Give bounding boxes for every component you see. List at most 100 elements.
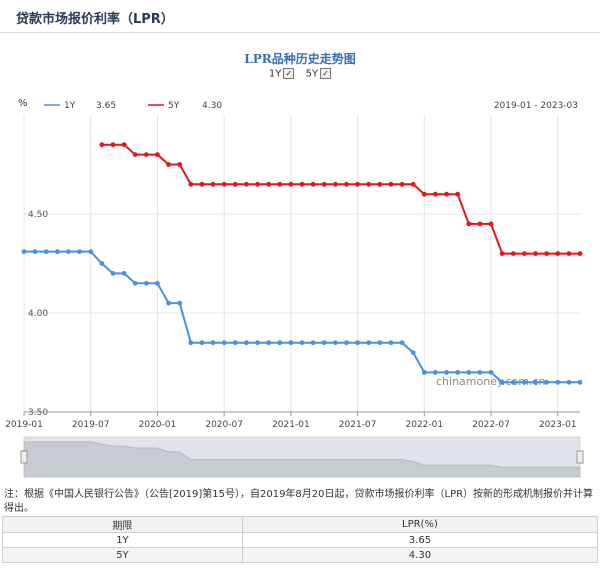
series-5y-point: [232, 181, 238, 187]
series-1y-point: [66, 249, 71, 255]
series-5y-point: [244, 181, 249, 187]
toggle-1y[interactable]: 1Y ✓: [269, 68, 295, 80]
series-1y-point: [32, 249, 38, 255]
series-1y-point: [577, 379, 583, 385]
series-1y-point: [143, 280, 149, 286]
series-1y-point: [210, 340, 216, 346]
slider-selection[interactable]: [24, 437, 580, 477]
series-5y-point: [421, 191, 427, 197]
series-5y-point: [110, 142, 116, 148]
title-divider: [0, 32, 600, 33]
series-1y-point: [366, 340, 372, 346]
series-1y-point: [433, 370, 438, 375]
series-5y-point: [533, 251, 538, 256]
table-header-term: 期限: [2, 516, 243, 533]
series-5y-point: [310, 181, 316, 187]
series-5y-point: [566, 251, 572, 256]
series-5y-point: [355, 181, 360, 187]
series-1y-point: [421, 370, 427, 375]
series-1y-point: [299, 340, 305, 346]
x-tick-label: 2020-01: [139, 420, 177, 430]
watermark-text: chinamoney.com.cn: [436, 375, 545, 388]
slider-right-handle[interactable]: [576, 450, 584, 464]
series-5y-point: [288, 181, 294, 187]
table-cell-rate: 3.65: [241, 532, 599, 548]
series-1y-point: [522, 379, 527, 385]
series-5y-point: [399, 181, 405, 187]
lpr-line-chart: % 1Y 3.65 5Y 4.30 2019-01 - 2023-03 chin…: [5, 98, 584, 478]
series-5y-point: [388, 181, 394, 187]
series-5y-point: [210, 181, 216, 187]
series-5y-point: [121, 142, 127, 148]
series-5y-point: [410, 181, 416, 187]
series-1y-point: [43, 249, 49, 255]
series-1y-point: [177, 300, 183, 306]
series-1y-point: [288, 340, 294, 346]
series-5y-point: [555, 251, 561, 256]
y-tick-label: 4.00: [28, 309, 48, 319]
grid-lines: [23, 115, 580, 413]
series-5y-point: [477, 221, 483, 227]
series-1y-point: [488, 370, 494, 375]
series-1y-point: [266, 340, 271, 346]
legend-5y-label: 5Y: [168, 101, 180, 111]
series-5y-point: [266, 181, 271, 187]
slider-left-handle[interactable]: [20, 450, 28, 464]
page-title: 贷款市场报价利率（LPR）: [16, 12, 174, 27]
series-5y-point: [255, 181, 260, 187]
x-tick-label: 2020-07: [205, 420, 243, 430]
x-tick-label: 2019-01: [5, 420, 43, 430]
series-1y-point: [477, 370, 483, 375]
axes: 3.50 4.00 4.50 2019-01 2019-07 2020-01 2020-07…: [5, 210, 580, 430]
series-1y-point: [344, 340, 349, 346]
table-row: 1Y 3.65: [2, 532, 599, 548]
series-5y-point: [221, 181, 227, 187]
series-5y-point: [333, 181, 338, 187]
series-5y-point: [166, 162, 172, 167]
series-5y-point: [499, 251, 505, 256]
series-5y-point: [444, 191, 449, 197]
series-5y-point: [488, 221, 494, 227]
series-5y-point: [321, 181, 327, 187]
series-1y-point: [99, 261, 105, 266]
series-5y-point: [177, 162, 183, 167]
series-5y-point: [132, 152, 138, 158]
toggle-1y-checkbox[interactable]: ✓: [283, 68, 295, 79]
toggle-5y-checkbox[interactable]: ✓: [320, 68, 332, 79]
toggle-5y[interactable]: 5Y ✓: [306, 68, 332, 80]
y-axis-unit-label: %: [18, 98, 28, 109]
series-5y-point: [344, 181, 349, 187]
series-5y-point: [455, 191, 461, 197]
series-5y-point: [143, 152, 149, 158]
series-toggles: 1Y ✓ 5Y ✓: [0, 68, 600, 80]
series: [21, 142, 583, 385]
legend: 1Y 3.65 5Y 4.30: [44, 101, 222, 111]
series-1y-point: [166, 300, 172, 306]
series-5y-point: [433, 191, 438, 197]
table-cell-term: 1Y: [2, 532, 243, 548]
series-1y-point: [388, 340, 394, 346]
x-tick-label: 2022-07: [472, 420, 510, 430]
series-1y-line: [24, 250, 580, 384]
x-tick-label: 2021-07: [339, 420, 377, 430]
y-tick-label: 3.50: [28, 408, 48, 418]
series-1y-point: [566, 379, 572, 385]
series-1y-point: [244, 340, 249, 346]
series-1y-point: [455, 370, 461, 375]
table-row: 5Y 4.30: [2, 547, 599, 563]
date-range-label: 2019-01 - 2023-03: [494, 101, 578, 111]
series-1y-point: [132, 280, 138, 286]
series-1y-point: [188, 340, 194, 346]
series-1y-point: [399, 340, 405, 346]
series-5y-point: [199, 181, 205, 187]
table-header-row: 期限 LPR(%): [2, 516, 599, 533]
table-cell-term: 5Y: [2, 547, 243, 563]
series-1y-point: [377, 340, 383, 346]
x-tick-label: 2019-07: [72, 420, 110, 430]
series-5y-point: [577, 251, 583, 256]
series-1y-point: [444, 370, 449, 375]
series-1y-point: [110, 271, 116, 276]
series-1y-point: [533, 379, 538, 385]
series-1y-point: [355, 340, 360, 346]
x-tick-label: 2023-01: [539, 420, 577, 430]
